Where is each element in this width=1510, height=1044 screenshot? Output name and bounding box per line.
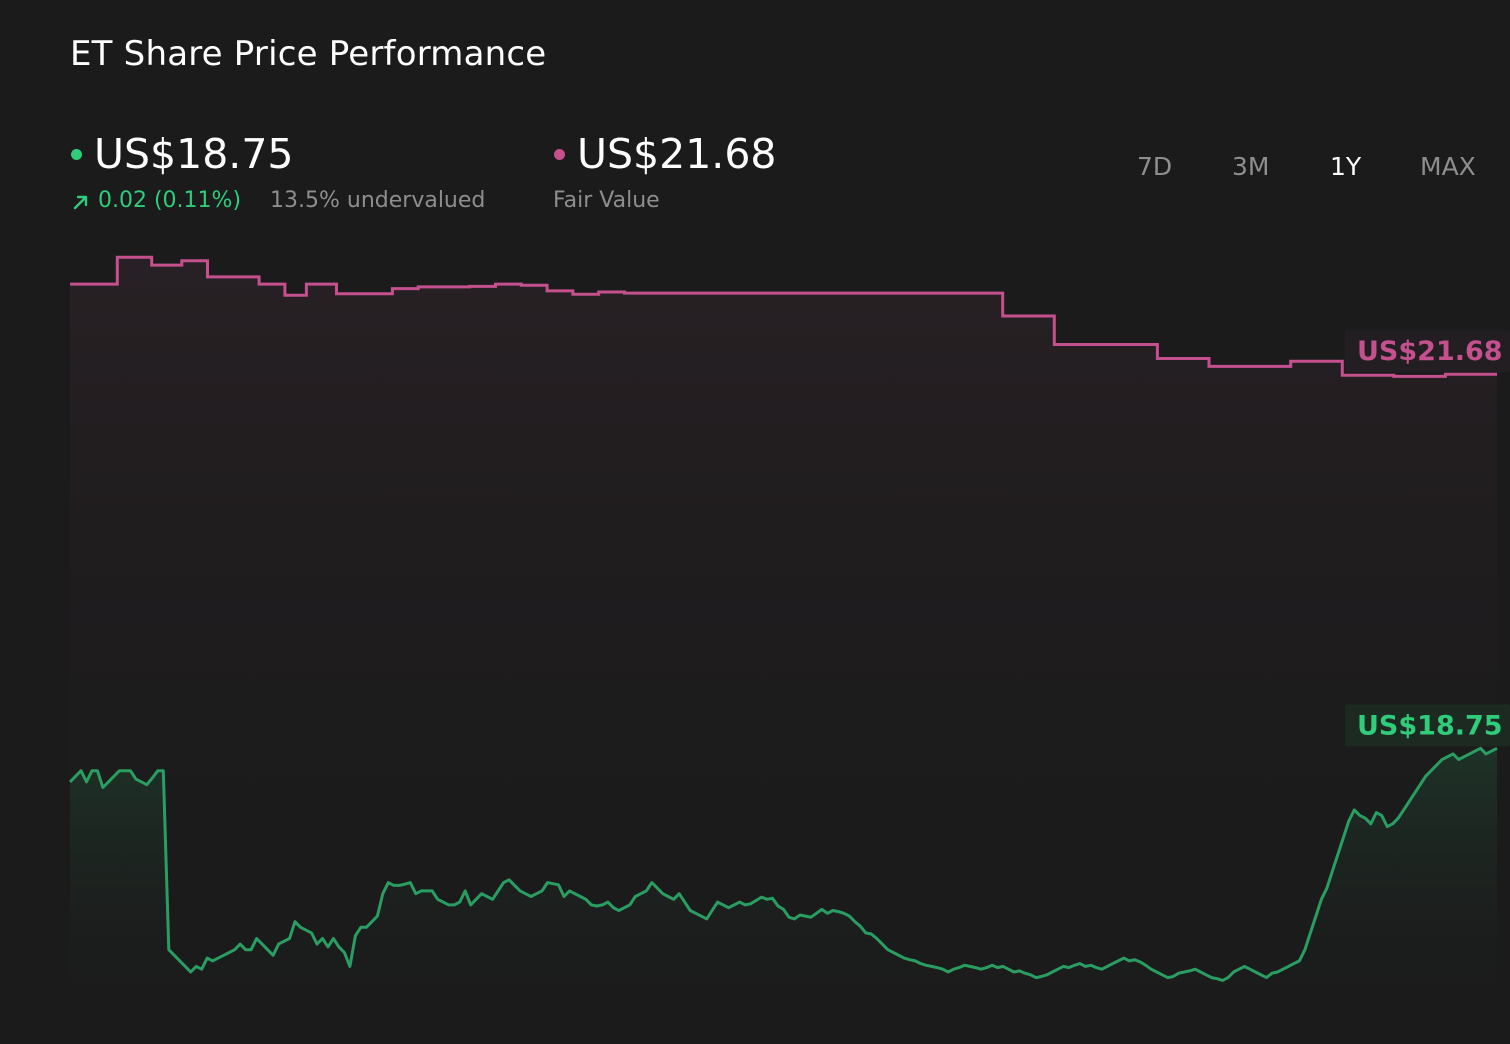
tab-3m[interactable]: 3M <box>1232 152 1270 181</box>
valuation-label: 13.5% undervalued <box>270 188 486 213</box>
fair-value-end-label-bg <box>1345 330 1510 373</box>
price-change: 0.02 (0.11%) <box>98 188 242 213</box>
fair-value-area <box>70 257 1497 1000</box>
share-price-line <box>68 746 1498 982</box>
tab-max[interactable]: MAX <box>1420 152 1476 181</box>
range-tabs: 7D 3M 1Y MAX <box>1110 152 1510 192</box>
share-price-area <box>70 748 1497 1000</box>
price-legend-dot <box>71 149 82 160</box>
share-price-end-label: US$18.75 <box>1357 710 1503 741</box>
fair-value-line <box>70 255 1497 378</box>
fair-value-end-label: US$21.68 <box>1357 336 1503 367</box>
tab-7d[interactable]: 7D <box>1137 152 1173 181</box>
share-price-end-label-bg <box>1345 704 1510 747</box>
arrow-up-right-icon <box>73 195 88 210</box>
page-title: ET Share Price Performance <box>70 34 547 74</box>
share-price-value: US$18.75 <box>94 130 294 178</box>
fair-value-label: Fair Value <box>553 188 660 213</box>
fair-value-value: US$21.68 <box>577 130 777 178</box>
fair-value-legend-dot <box>554 149 565 160</box>
tab-1y[interactable]: 1Y <box>1330 152 1362 181</box>
